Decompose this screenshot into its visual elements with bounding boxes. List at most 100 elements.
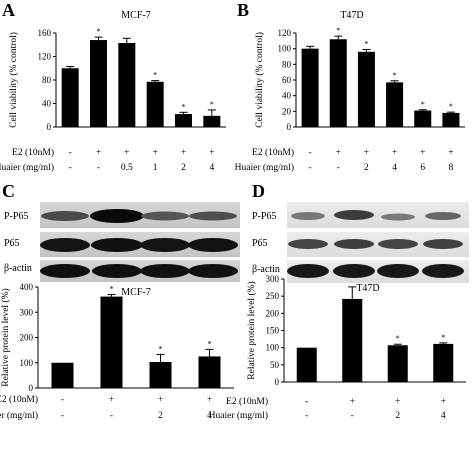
y-tick-label: 20 — [282, 106, 292, 116]
significance-mark: * — [97, 27, 101, 36]
blot-band — [423, 239, 463, 249]
blot-band — [188, 264, 238, 278]
huaier-row-label: Huaier (mg/ml) — [0, 410, 38, 421]
western-blot-d: P-P65 P65 β-actin — [252, 202, 469, 283]
significance-mark: * — [153, 71, 157, 80]
e2-value: + — [350, 397, 355, 407]
blot-band — [287, 264, 329, 278]
y-tick-label: 250 — [266, 291, 280, 301]
huaier-value: - — [305, 411, 308, 421]
panel-letter-b: B — [237, 0, 249, 20]
bar — [90, 40, 107, 127]
y-tick-label: 0 — [29, 383, 34, 393]
significance-mark: * — [110, 285, 114, 294]
chart-d-t47d-protein: 0 50 100 150 200 250 300 Relative protein level… — [209, 274, 466, 421]
y-tick-label: 60 — [282, 75, 292, 85]
significance-mark: * — [421, 100, 425, 109]
chart-title: MCF-7 — [121, 10, 150, 21]
blot-band — [377, 264, 419, 278]
y-tick-label: 120 — [278, 28, 292, 38]
blot-label-p65-c: P65 — [4, 238, 20, 249]
bar — [203, 115, 221, 127]
blot-band — [140, 264, 190, 278]
chart-title: MCF-7 — [121, 287, 150, 298]
blot-label-actin-c: β-actin — [4, 263, 32, 274]
e2-value: - — [308, 148, 311, 158]
huaier-value: 6 — [420, 163, 425, 173]
blot-band — [90, 209, 144, 223]
huaier-value: 4 — [209, 163, 214, 173]
bar — [329, 39, 347, 128]
significance-mark: * — [210, 100, 214, 109]
e2-value: + — [364, 148, 369, 158]
panel-letter-a: A — [2, 0, 15, 20]
blot-band — [91, 238, 143, 252]
e2-value: - — [69, 148, 72, 158]
bar — [433, 343, 454, 382]
chart-a-mcf7-viability: 0 40 80 120 160 Cell viability (% control) MCF… — [0, 10, 226, 173]
y-tick-label: 300 — [20, 307, 34, 317]
blot-band — [188, 238, 238, 252]
significance-mark: * — [364, 39, 368, 48]
blot-band — [381, 213, 415, 221]
bar — [342, 298, 363, 382]
e2-value: + — [441, 397, 446, 407]
blot-band — [140, 238, 190, 252]
y-tick-label: 40 — [282, 91, 292, 101]
blot-band — [189, 211, 237, 221]
blot-band — [334, 239, 374, 249]
y-tick-label: 160 — [38, 28, 52, 38]
huaier-value: 0.5 — [121, 163, 133, 173]
blot-band — [92, 264, 142, 278]
bar — [387, 345, 408, 382]
bar — [198, 356, 221, 388]
y-tick-label: 50 — [270, 360, 280, 370]
blot-band — [40, 238, 90, 252]
huaier-value: - — [110, 411, 113, 421]
bar — [386, 82, 404, 127]
blot-label-pp65-c: P-P65 — [4, 211, 28, 222]
huaier-value: - — [308, 163, 311, 173]
blot-band — [425, 212, 461, 220]
blot-band — [334, 210, 374, 220]
y-axis-label: Cell viability (% control) — [8, 32, 19, 128]
significance-mark: * — [441, 333, 445, 342]
e2-value: + — [96, 148, 101, 158]
e2-value: + — [124, 148, 129, 158]
y-tick-label: 100 — [266, 343, 280, 353]
huaier-value: - — [351, 411, 354, 421]
y-tick-label: 0 — [287, 122, 292, 132]
bar — [442, 112, 460, 127]
e2-row-label: E2 (10nM) — [12, 147, 54, 158]
y-tick-label: 40 — [42, 99, 52, 109]
huaier-value: 1 — [153, 163, 158, 173]
huaier-value: - — [61, 411, 64, 421]
blot-band — [422, 264, 464, 278]
huaier-value: 2 — [395, 411, 400, 421]
bar — [357, 51, 375, 127]
y-axis-label: Relative protein level (%) — [0, 288, 11, 386]
chart-title: T47D — [356, 283, 379, 294]
bar — [149, 361, 172, 388]
y-tick-label: 200 — [266, 308, 280, 318]
chart-b-t47d-viability: 0 20 40 60 80 100 120 Cell viability (% control… — [235, 10, 465, 173]
bar — [301, 48, 319, 127]
blot-label-p65-d: P65 — [252, 238, 268, 249]
blot-label-pp65-d: P-P65 — [252, 211, 276, 222]
huaier-value: 4 — [441, 411, 446, 421]
bar — [51, 362, 74, 388]
significance-mark: * — [159, 344, 163, 353]
bar — [61, 68, 79, 127]
huaier-row-label: Huaier (mg/ml) — [209, 410, 268, 421]
bar — [100, 296, 123, 388]
y-tick-label: 0 — [275, 377, 280, 387]
bar — [175, 114, 192, 127]
significance-mark: * — [396, 334, 400, 343]
bar — [146, 81, 164, 127]
y-tick-label: 100 — [20, 358, 34, 368]
blot-label-actin-d: β-actin — [252, 264, 280, 275]
blot-band — [291, 212, 325, 220]
huaier-value: 4 — [207, 411, 212, 421]
e2-value: + — [420, 148, 425, 158]
